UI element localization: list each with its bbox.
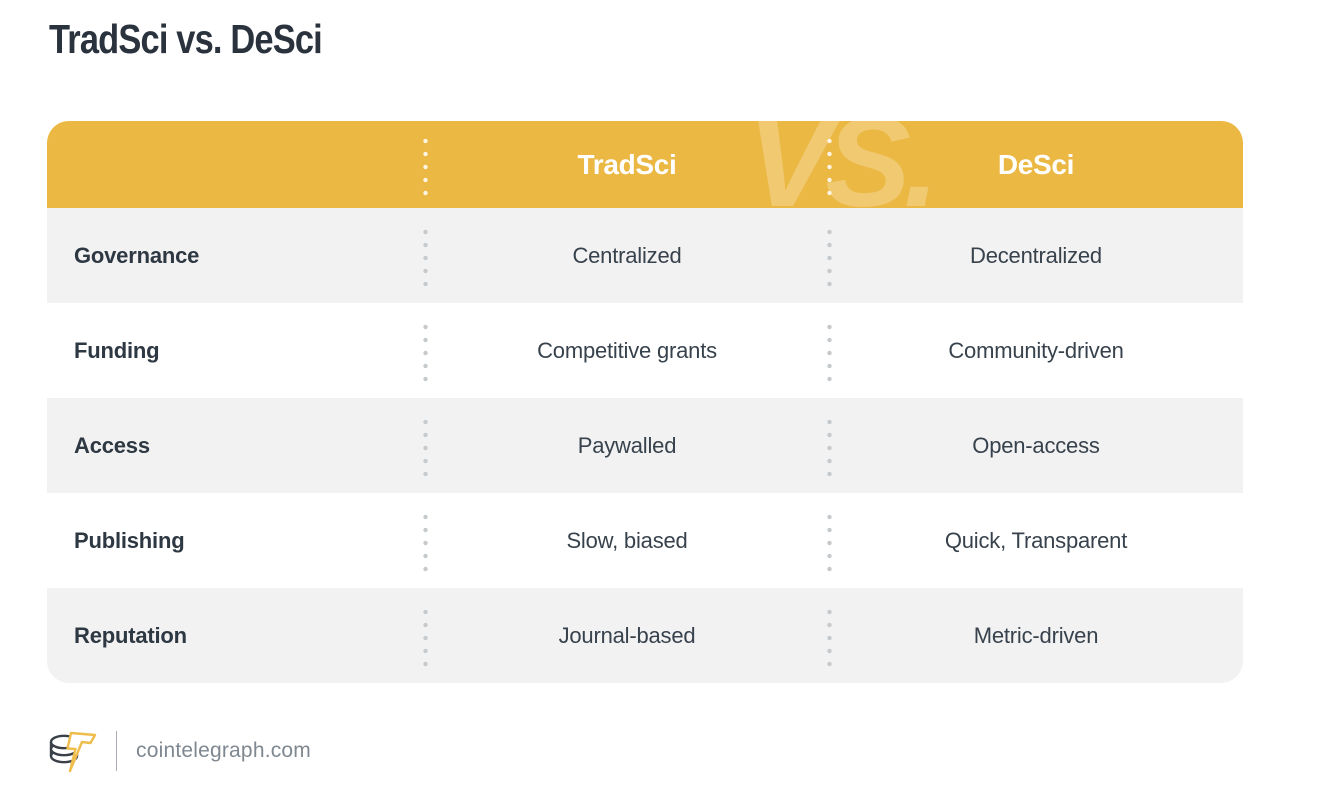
row-value-desci: Metric-driven xyxy=(973,622,1099,648)
row-label: Access xyxy=(74,432,150,458)
dotted-divider-icon xyxy=(423,320,428,381)
row-label: Publishing xyxy=(74,527,185,553)
table-row: Publishing Slow, biased Quick, Transpare… xyxy=(47,493,1243,588)
dotted-divider-icon xyxy=(423,605,428,666)
dotted-divider-icon xyxy=(827,415,832,476)
table-row: Funding Competitive grants Community-dri… xyxy=(47,303,1243,398)
footer-brand: cointelegraph.com xyxy=(48,725,311,777)
header-cell-desci: DeSci xyxy=(997,148,1075,180)
dotted-divider-icon xyxy=(827,225,832,286)
dotted-divider-icon xyxy=(827,134,832,195)
table-body: Governance Centralized Decentralized Fun… xyxy=(47,208,1243,683)
row-value-tradsci: Paywalled xyxy=(577,432,677,458)
row-label: Governance xyxy=(74,242,200,268)
footer-divider xyxy=(116,731,117,771)
cointelegraph-logo-icon xyxy=(49,731,97,773)
dotted-divider-icon xyxy=(827,510,832,571)
page-title: TradSci vs. DeSci xyxy=(49,16,323,62)
row-label: Reputation xyxy=(74,622,187,648)
table-row: Access Paywalled Open-access xyxy=(47,398,1243,493)
dotted-divider-icon xyxy=(827,605,832,666)
table-row: Governance Centralized Decentralized xyxy=(47,208,1243,303)
row-value-desci: Open-access xyxy=(972,432,1100,458)
row-value-tradsci: Journal-based xyxy=(558,622,696,648)
row-value-desci: Community-driven xyxy=(948,337,1124,363)
dotted-divider-icon xyxy=(423,225,428,286)
table-header-row: VS. TradSci DeSci xyxy=(47,121,1243,208)
dotted-divider-icon xyxy=(423,510,428,571)
comparison-table: VS. TradSci DeSci Governance Centralized… xyxy=(47,121,1243,683)
row-label: Funding xyxy=(74,337,160,363)
row-value-tradsci: Centralized xyxy=(572,242,682,268)
row-value-tradsci: Slow, biased xyxy=(566,527,688,553)
dotted-divider-icon xyxy=(827,320,832,381)
dotted-divider-icon xyxy=(423,134,428,195)
footer-site-label: cointelegraph.com xyxy=(136,739,311,762)
table-row: Reputation Journal-based Metric-driven xyxy=(47,588,1243,683)
vs-watermark: VS. xyxy=(747,121,939,208)
row-value-tradsci: Competitive grants xyxy=(537,337,717,363)
row-value-desci: Decentralized xyxy=(970,242,1102,268)
dotted-divider-icon xyxy=(423,415,428,476)
header-cell-tradsci: TradSci xyxy=(577,148,677,180)
row-value-desci: Quick, Transparent xyxy=(944,527,1128,553)
